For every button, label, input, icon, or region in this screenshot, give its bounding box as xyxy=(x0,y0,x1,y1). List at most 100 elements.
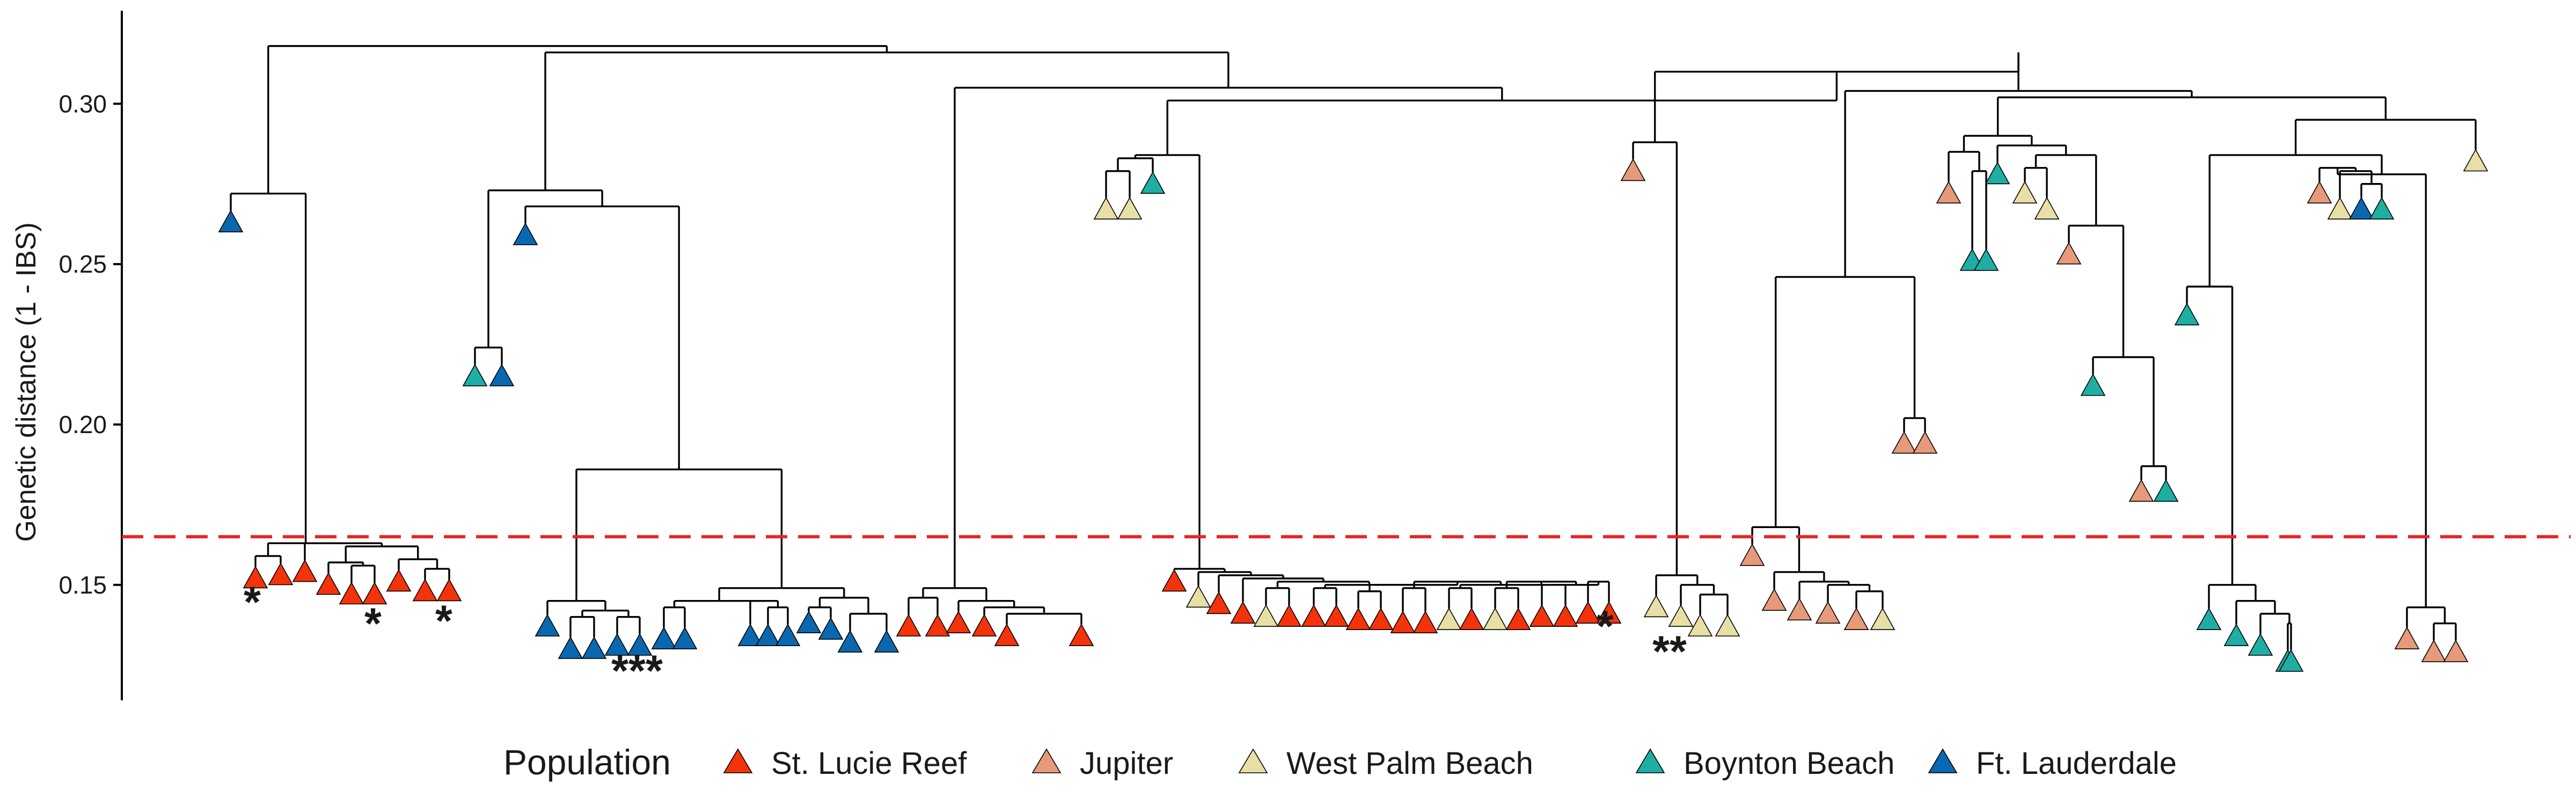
leaf-ftl xyxy=(489,363,515,386)
leaf-ftl xyxy=(581,636,607,659)
leaf-slr xyxy=(994,623,1020,646)
legend-label-slr: St. Lucie Reef xyxy=(771,746,967,781)
leaf-wpb xyxy=(1870,607,1896,630)
leaf-bb xyxy=(462,363,488,386)
leaf-slr xyxy=(1368,607,1394,630)
leaf-ftl xyxy=(818,617,844,640)
leaf-slr xyxy=(1596,601,1622,624)
leaf-slr xyxy=(896,613,921,636)
leaf-slr xyxy=(1323,604,1349,627)
leaf-jup xyxy=(2307,181,2332,204)
leaf-bb xyxy=(2080,373,2106,396)
leaf-ftl xyxy=(535,613,560,636)
leaf-slr xyxy=(1413,610,1438,633)
significance-mark: * xyxy=(1597,602,1614,651)
leaf-jup xyxy=(1891,431,1917,454)
leaf-slr xyxy=(1069,623,1094,646)
legend-swatch-ftl xyxy=(1928,748,1958,773)
significance-marks: * * ******* xyxy=(244,578,1687,696)
significance-mark: * xyxy=(364,599,382,648)
leaf-slr xyxy=(1575,601,1601,624)
dendrogram-leaves xyxy=(218,149,2489,672)
leaf-ftl xyxy=(874,630,899,653)
legend-title: Population xyxy=(503,742,671,782)
leaf-bb xyxy=(2174,303,2200,326)
y-tick-label: 0.20 xyxy=(58,411,107,438)
leaf-slr xyxy=(436,579,462,602)
leaf-jup xyxy=(1815,601,1841,624)
leaf-slr xyxy=(971,613,997,636)
legend-swatch-bb xyxy=(1635,748,1665,773)
leaf-bb xyxy=(2369,196,2395,219)
leaf-wpb xyxy=(1668,604,1694,627)
leaf-jup xyxy=(2394,626,2420,649)
leaf-slr xyxy=(1505,607,1531,630)
legend-label-ftl: Ft. Lauderdale xyxy=(1976,746,2177,781)
leaf-jup xyxy=(1843,607,1869,630)
significance-mark: * xyxy=(244,578,261,627)
leaf-wpb xyxy=(1093,196,1119,219)
significance-mark: ** xyxy=(1652,627,1687,676)
y-tick-label: 0.30 xyxy=(58,90,107,118)
leaf-slr xyxy=(386,569,412,592)
leaf-ftl xyxy=(775,623,801,646)
leaf-wpb xyxy=(1117,196,1143,219)
leaf-slr xyxy=(946,610,971,633)
leaf-slr xyxy=(362,582,387,605)
y-tick-label: 0.25 xyxy=(58,250,107,278)
leaf-wpb xyxy=(1253,604,1279,627)
legend-swatch-jup xyxy=(1031,748,1062,773)
legend-label-jup: Jupiter xyxy=(1080,746,1173,781)
leaf-jup xyxy=(1936,181,1962,204)
leaf-slr xyxy=(1276,604,1302,627)
leaf-slr xyxy=(268,562,294,586)
leaf-bb xyxy=(2248,633,2273,656)
leaf-bb xyxy=(2223,623,2249,646)
leaf-wpb xyxy=(1482,607,1508,630)
significance-mark: * xyxy=(435,597,452,646)
leaf-slr xyxy=(316,572,341,595)
leaf-ftl xyxy=(2348,196,2374,219)
leaf-ftl xyxy=(672,626,698,649)
legend: Population St. Lucie Reef Jupiter West Pal… xyxy=(503,742,2177,782)
leaf-bb xyxy=(1140,171,1166,194)
leaf-slr xyxy=(1230,601,1256,624)
leaf-slr xyxy=(1161,569,1187,592)
legend-swatch-slr xyxy=(723,748,753,773)
leaf-slr xyxy=(412,579,438,602)
leaf-wpb xyxy=(2327,196,2353,219)
legend-label-bb: Boynton Beach xyxy=(1684,746,1894,781)
leaf-slr xyxy=(1345,607,1371,630)
leaf-slr xyxy=(1301,604,1327,627)
leaf-jup xyxy=(1739,543,1765,566)
leaf-wpb xyxy=(1687,613,1713,636)
dendrogram-tree xyxy=(230,45,2477,650)
leaf-slr xyxy=(339,582,364,605)
leaf-bb xyxy=(2153,479,2179,502)
leaf-slr xyxy=(1459,607,1484,630)
legend-swatch-wpb xyxy=(1238,748,1268,773)
leaf-ftl xyxy=(218,209,244,232)
leaf-ftl xyxy=(558,636,583,659)
leaf-jup xyxy=(1912,431,1938,454)
leaf-jup xyxy=(2056,241,2082,265)
leaf-ftl xyxy=(755,623,781,646)
leaf-jup xyxy=(2128,479,2154,502)
leaf-ftl xyxy=(513,222,538,245)
leaf-jup xyxy=(2421,639,2447,662)
leaf-wpb xyxy=(1643,595,1669,618)
leaf-ftl xyxy=(796,610,822,633)
leaf-wpb xyxy=(1436,607,1462,630)
leaf-bb xyxy=(2278,649,2304,672)
leaf-jup xyxy=(1620,158,1646,181)
leaf-slr xyxy=(1529,604,1555,627)
y-axis: 0.15 0.20 0.25 0.30 xyxy=(58,11,123,700)
leaf-ftl xyxy=(837,630,863,653)
leaf-ftl xyxy=(604,633,630,656)
leaf-bb xyxy=(1973,248,1999,271)
leaf-wpb xyxy=(1715,613,1740,636)
leaf-wpb xyxy=(1185,585,1211,608)
leaf-wpb xyxy=(2463,149,2489,172)
leaf-wpb xyxy=(2034,196,2060,219)
